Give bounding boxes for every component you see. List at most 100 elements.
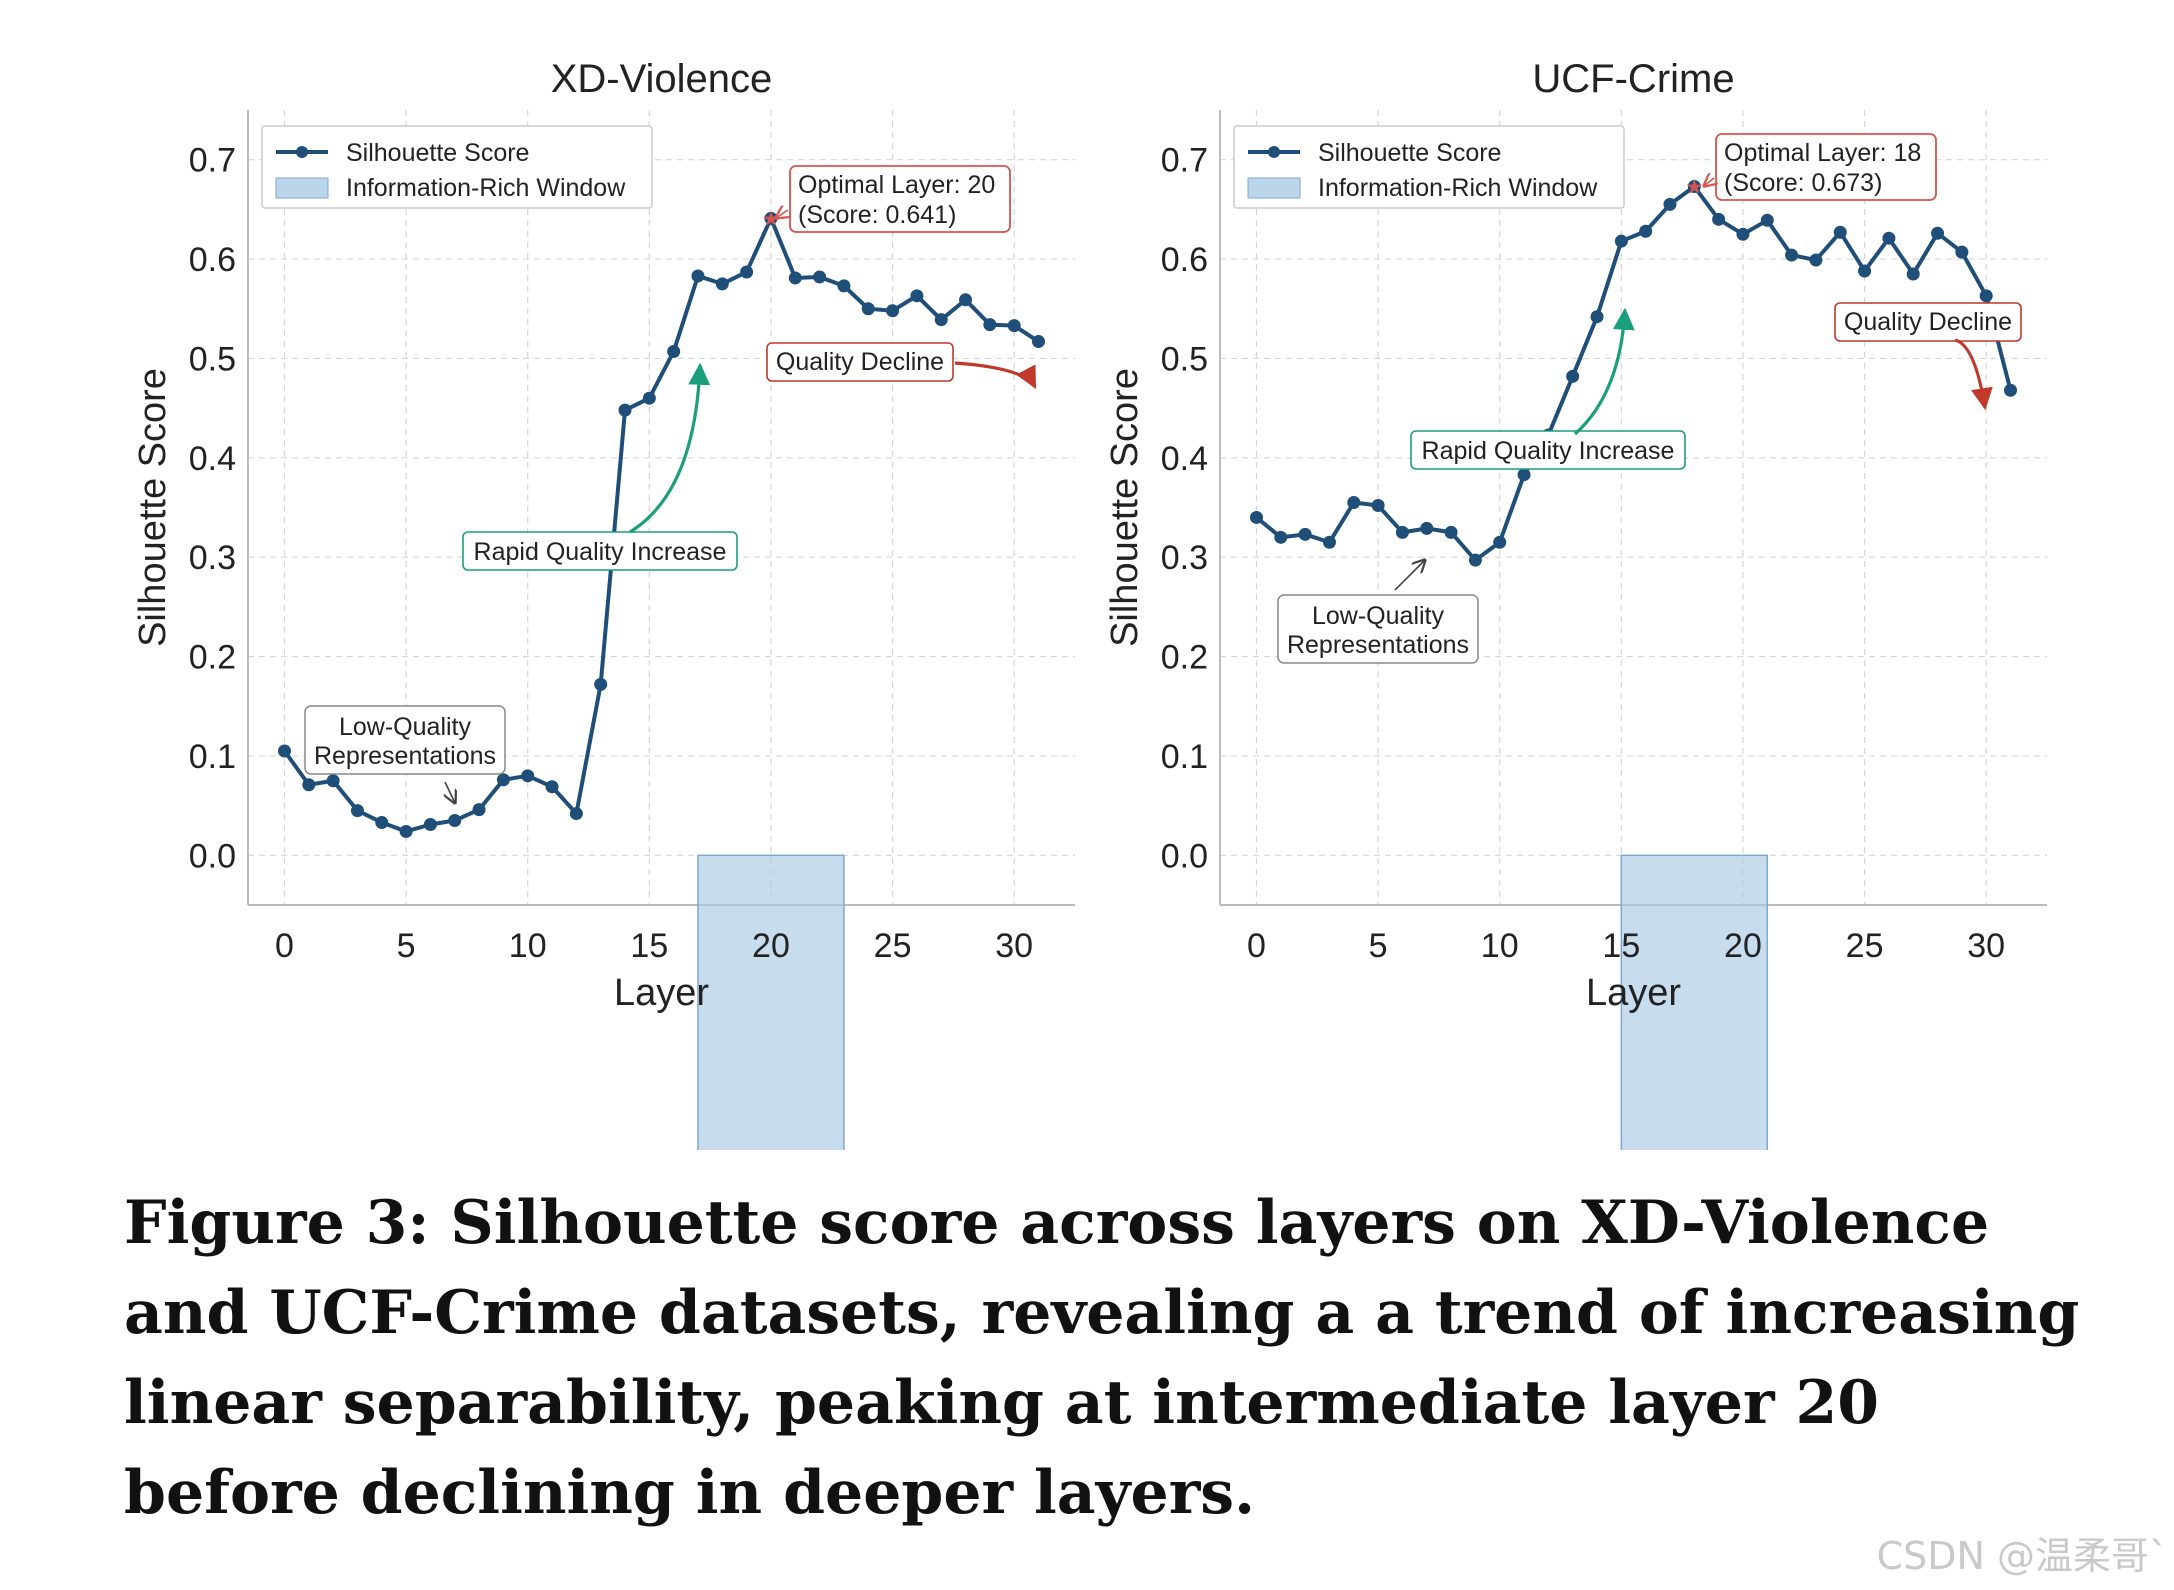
optimal-annotation-box (1715, 133, 1937, 201)
chart-panel-xd-violence: ★ 0.0 0.1 0.2 0.3 0.4 0.5 0.6 0.7 0 5 10 15 20 25 30 XD-… (132, 57, 1075, 1150)
information-rich-window (1620, 854, 1769, 1150)
y-tick-label: 0.0 (189, 837, 236, 875)
data-point-layer-21 (788, 271, 802, 285)
data-point-layer-10 (1493, 535, 1507, 549)
data-point-layer-9 (496, 773, 510, 787)
data-point-layer-5 (1371, 499, 1385, 513)
y-tick-label: 0.1 (1161, 738, 1208, 776)
data-point-layer-26 (910, 289, 924, 303)
rapid-increase-label: Rapid Quality Increase (474, 538, 727, 566)
data-point-layer-25 (886, 304, 900, 318)
optimal-star-marker: ★ (762, 206, 780, 230)
x-axis-label: Layer (1586, 972, 1681, 1014)
x-tick-label: 10 (1481, 927, 1519, 965)
data-point-layer-29 (983, 318, 997, 332)
data-point-layer-13 (594, 677, 608, 691)
chart-panel-ucf-crime: ★ 0.0 0.1 0.2 0.3 0.4 0.5 0.6 0.7 0 5 10 15 20 25 30 UCF… (1104, 57, 2047, 1150)
x-tick-label: 0 (1247, 927, 1266, 965)
data-point-layer-3 (1322, 535, 1336, 549)
x-tick-label: 5 (1369, 927, 1388, 965)
y-tick-label: 0.3 (1161, 539, 1208, 577)
optimal-annotation-line2: (Score: 0.641) (798, 201, 956, 229)
x-tick-label: 20 (1724, 927, 1762, 965)
data-point-layer-16 (667, 344, 681, 358)
data-point-layer-19 (1712, 212, 1726, 226)
data-point-layer-28 (959, 293, 973, 307)
data-point-layer-2 (326, 774, 340, 788)
quality-decline-box (1834, 302, 2022, 342)
x-tick-label: 20 (752, 927, 790, 965)
optimal-annotation-box (789, 165, 1011, 233)
low-quality-line2: Representations (314, 742, 496, 770)
data-point-layer-9 (1468, 553, 1482, 567)
y-tick-label: 0.4 (189, 440, 236, 478)
quality-decline-label: Quality Decline (776, 348, 944, 376)
data-point-layer-6 (1395, 525, 1409, 539)
legend-box (261, 125, 653, 209)
data-point-layer-27 (934, 313, 948, 327)
optimal-annotation-line1: Optimal Layer: 18 (1724, 139, 1921, 167)
data-point-layer-31 (1032, 335, 1046, 349)
x-tick-label: 5 (397, 927, 416, 965)
data-point-layer-23 (837, 279, 851, 293)
data-point-layer-26 (1882, 231, 1896, 245)
data-point-layer-31 (2004, 383, 2018, 397)
data-point-layer-4 (375, 816, 389, 830)
data-point-layer-15 (1614, 234, 1628, 248)
y-tick-label: 0.3 (189, 539, 236, 577)
optimal-annotation-arrow (776, 210, 788, 218)
data-point-layer-12 (569, 807, 583, 821)
low-quality-box (304, 705, 506, 775)
data-point-layer-6 (423, 818, 437, 832)
y-axis-label: Silhouette Score (1104, 368, 1146, 647)
legend-window-swatch (1247, 177, 1301, 199)
data-point-layer-22 (813, 270, 827, 284)
legend-box (1233, 125, 1625, 209)
data-point-layer-7 (1420, 521, 1434, 535)
data-point-layer-8 (1444, 525, 1458, 539)
data-point-layer-2 (1298, 527, 1312, 541)
y-tick-label: 0.7 (1161, 142, 1208, 180)
legend-label-silhouette: Silhouette Score (1318, 139, 1501, 167)
data-point-layer-25 (1858, 264, 1872, 278)
rapid-increase-arrow (629, 362, 711, 534)
data-point-layer-11 (545, 780, 559, 794)
y-tick-label: 0.5 (1161, 340, 1208, 378)
quality-decline-arrow (1954, 338, 1993, 411)
data-point-layer-11 (1517, 468, 1531, 482)
x-tick-label: 25 (1846, 927, 1884, 965)
data-point-layer-0 (277, 744, 291, 758)
legend-window-swatch (275, 177, 329, 199)
data-point-layer-28 (1931, 226, 1945, 240)
data-point-layer-13 (1566, 369, 1580, 383)
optimal-annotation-arrow (1704, 178, 1714, 186)
chart-title: UCF-Crime (1532, 57, 1734, 101)
x-tick-label: 15 (630, 927, 668, 965)
y-tick-label: 0.0 (1161, 837, 1208, 875)
legend-marker-swatch (1268, 146, 1280, 158)
optimal-star-marker: ★ (1685, 175, 1703, 199)
x-tick-label: 25 (874, 927, 912, 965)
data-point-layer-1 (1274, 530, 1288, 544)
rapid-increase-arrow (1573, 307, 1635, 436)
data-point-layer-16 (1639, 224, 1653, 238)
quality-decline-label: Quality Decline (1844, 308, 2012, 336)
legend-marker-swatch (296, 146, 308, 158)
rapid-increase-box (462, 531, 738, 571)
y-axis-label: Silhouette Score (132, 368, 174, 647)
data-point-layer-4 (1347, 496, 1361, 510)
data-point-layer-0 (1249, 510, 1263, 524)
data-point-layer-14 (618, 403, 632, 417)
x-tick-label: 10 (509, 927, 547, 965)
figure-charts: ★ 0.0 0.1 0.2 0.3 0.4 0.5 0.6 0.7 0 5 10 15 20 25 30 XD-… (132, 57, 2047, 1150)
figure-caption: Figure 3: Silhouette score across layers… (124, 1188, 2080, 1528)
x-tick-label: 30 (1967, 927, 2005, 965)
optimal-annotation-line2: (Score: 0.673) (1724, 169, 1882, 197)
x-axis-label: Layer (614, 972, 709, 1014)
data-point-layer-24 (1833, 225, 1847, 239)
rapid-increase-box (1410, 430, 1686, 470)
low-quality-arrow (1394, 560, 1425, 591)
data-point-layer-18 (715, 277, 729, 291)
legend-label-silhouette: Silhouette Score (346, 139, 529, 167)
data-point-layer-30 (1007, 319, 1021, 333)
